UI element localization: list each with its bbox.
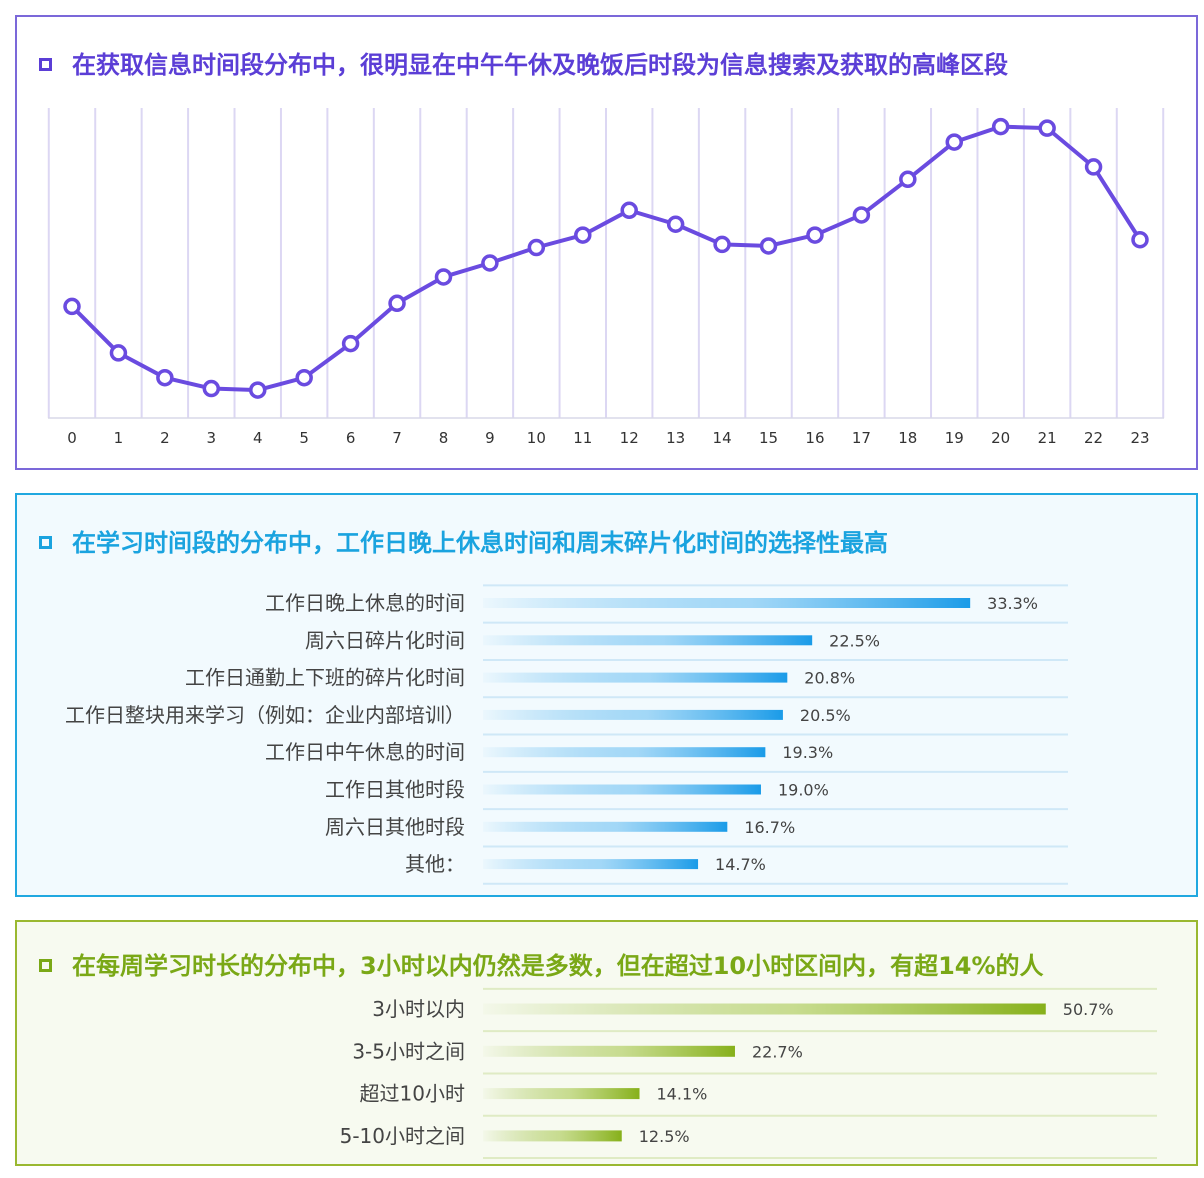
data-point [620, 201, 638, 220]
data-point [527, 238, 546, 257]
category-label: 工作日通勤上下班的碎片化时间 [185, 666, 465, 690]
data-point [295, 368, 313, 387]
panel-title: 在获取信息时间段分布中，很明显在中午午休及晚饭后时段为信息搜索及获取的高峰区段 [39, 45, 1008, 80]
data-label: 20.5% [800, 706, 851, 725]
data-label: 12.5% [639, 1127, 690, 1146]
bar [483, 1003, 1046, 1015]
category-label: 3小时以内 [372, 997, 465, 1021]
data-label: 22.7% [752, 1042, 803, 1061]
category-label: 工作日整块用来学习（例如：企业内部培训） [65, 703, 465, 727]
x-tick-label: 15 [759, 429, 778, 447]
square-bullet-icon [39, 58, 52, 71]
data-point [759, 237, 778, 255]
data-point [481, 254, 499, 272]
x-tick-label: 22 [1084, 429, 1103, 447]
x-tick-label: 8 [439, 429, 449, 447]
data-point [248, 381, 267, 399]
data-point [434, 268, 453, 286]
category-label: 其他： [405, 852, 465, 876]
data-label: 19.0% [778, 781, 829, 800]
data-label: 16.7% [744, 818, 795, 837]
category-label: 工作日其他时段 [325, 778, 465, 802]
hourly-line-chart: 0 1 2 3 4 5 6 7 8 9 10 11 12 13 14 15 16 17 18 19 20 21 22 23 [47, 108, 1165, 447]
weekly-duration-panel: 在每周学习时长的分布中，3小时以内仍然是多数，但在超过10小时区间内，有超14%… [15, 920, 1198, 1166]
data-label: 14.1% [657, 1085, 708, 1104]
x-tick-label: 7 [392, 429, 402, 447]
panel-title: 在学习时间段的分布中，工作日晚上休息时间和周末碎片化时间的选择性最高 [39, 523, 888, 558]
data-point [1131, 231, 1149, 249]
bar [483, 1045, 735, 1057]
x-tick-label: 20 [991, 429, 1010, 447]
category-label: 周六日其他时段 [325, 815, 465, 839]
bar [483, 747, 766, 758]
bar [483, 672, 788, 683]
panel-title-text: 在每周学习时长的分布中，3小时以内仍然是多数，但在超过10小时区间内，有超14%… [72, 952, 1044, 980]
bar [483, 598, 971, 608]
study-time-bar-chart: 工作日晚上休息的时间 33.3% 周六日碎片化时间 22.5% 工作日通勤上下班的碎片化… [65, 584, 1068, 885]
bar [483, 709, 783, 720]
bar [483, 784, 761, 795]
data-point [945, 133, 964, 151]
panel-title-text: 在获取信息时间段分布中，很明显在中午午休及晚饭后时段为信息搜索及获取的高峰区段 [72, 51, 1008, 79]
data-label: 50.7% [1063, 1000, 1114, 1019]
x-tick-label: 9 [485, 429, 495, 447]
x-tick-label: 23 [1130, 429, 1149, 447]
data-point [202, 379, 221, 398]
data-point [899, 170, 917, 189]
bar [483, 1130, 622, 1142]
x-tick-label: 21 [1038, 429, 1057, 447]
x-tick-label: 5 [299, 429, 309, 447]
x-tick-label: 19 [945, 429, 964, 447]
data-label: 20.8% [804, 669, 855, 688]
square-bullet-icon [39, 536, 52, 549]
data-point [713, 235, 731, 254]
x-tick-label: 0 [67, 429, 77, 447]
category-label: 工作日中午休息的时间 [265, 740, 465, 764]
x-tick-label: 4 [253, 429, 263, 447]
category-label: 3-5小时之间 [352, 1039, 465, 1063]
x-tick-label: 2 [160, 429, 170, 447]
data-point [156, 368, 174, 387]
bar [483, 821, 728, 832]
category-label: 工作日晚上休息的时间 [265, 591, 465, 615]
data-label: 14.7% [715, 855, 766, 874]
data-point [1084, 158, 1103, 176]
data-point [341, 334, 360, 353]
x-tick-label: 12 [620, 429, 639, 447]
square-bullet-icon [39, 959, 52, 972]
panel-title: 在每周学习时长的分布中，3小时以内仍然是多数，但在超过10小时区间内，有超14%… [39, 946, 1044, 981]
data-point [666, 215, 685, 233]
data-label: 22.5% [829, 631, 880, 650]
x-tick-label: 10 [527, 429, 546, 447]
x-tick-label: 11 [573, 429, 592, 447]
data-point [991, 117, 1010, 136]
panel-title-text: 在学习时间段的分布中，工作日晚上休息时间和周末碎片化时间的选择性最高 [72, 529, 888, 557]
x-tick-label: 18 [898, 429, 917, 447]
category-label: 5-10小时之间 [340, 1124, 465, 1148]
data-point [806, 226, 824, 244]
bar [483, 859, 699, 870]
data-point [852, 206, 871, 224]
data-point [109, 344, 128, 362]
x-tick-label: 3 [207, 429, 217, 447]
data-label: 33.3% [987, 594, 1038, 613]
data-point [1038, 119, 1056, 137]
data-point [388, 294, 406, 313]
x-tick-label: 14 [713, 429, 732, 447]
data-point [574, 226, 592, 244]
weekly-duration-bar-chart: 3小时以内 50.7% 3-5小时之间 22.7% 超过10小时 14.1% 5-10小时之… [340, 987, 1157, 1160]
data-label: 19.3% [782, 743, 833, 762]
x-tick-label: 6 [346, 429, 356, 447]
x-tick-label: 1 [114, 429, 124, 447]
x-tick-label: 13 [666, 429, 685, 447]
bar [483, 1088, 640, 1100]
x-tick-label: 16 [805, 429, 824, 447]
category-label: 超过10小时 [360, 1082, 465, 1106]
x-tick-label: 17 [852, 429, 871, 447]
category-label: 周六日碎片化时间 [305, 628, 465, 652]
bar [483, 635, 813, 646]
data-point [63, 297, 81, 316]
study-time-panel: 在学习时间段的分布中，工作日晚上休息时间和周末碎片化时间的选择性最高 [15, 493, 1198, 897]
